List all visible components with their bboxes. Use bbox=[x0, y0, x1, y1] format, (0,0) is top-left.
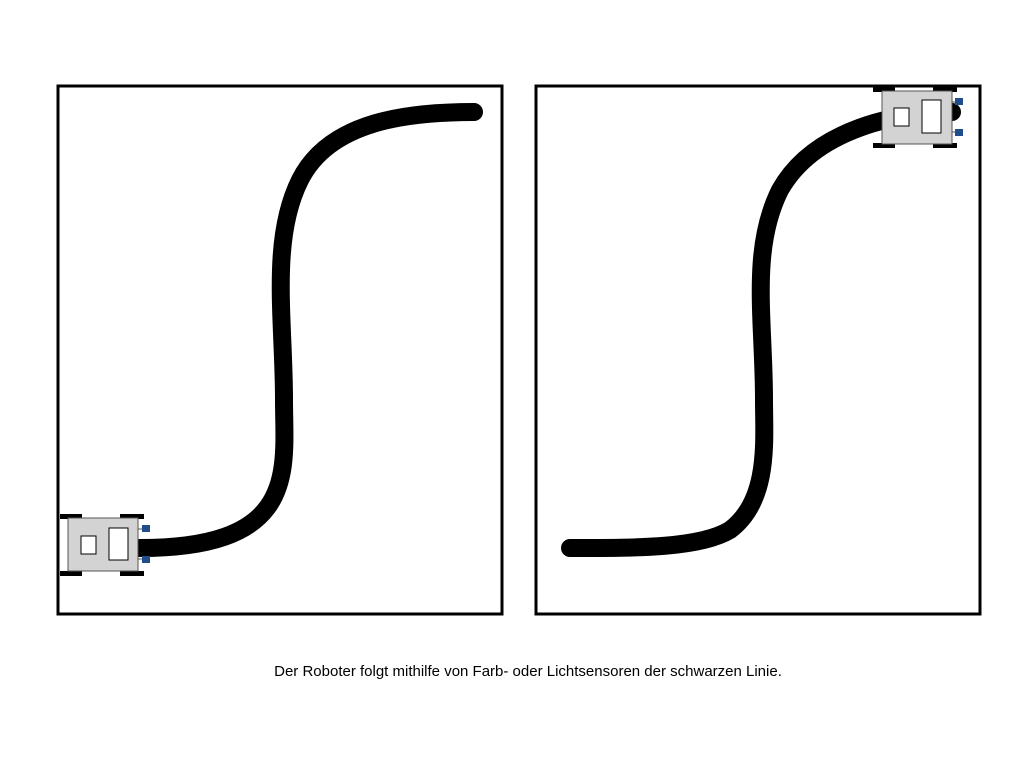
light-sensor bbox=[955, 98, 963, 105]
robot-window-large bbox=[108, 527, 129, 561]
wheel bbox=[933, 143, 957, 148]
wheel bbox=[873, 143, 895, 148]
wheel bbox=[933, 87, 957, 92]
black-line-track bbox=[131, 103, 483, 557]
robot bbox=[60, 514, 150, 576]
caption: Der Roboter folgt mithilfe von Farb- ode… bbox=[274, 663, 782, 680]
light-sensor bbox=[955, 129, 963, 136]
robot bbox=[873, 87, 963, 148]
wheel bbox=[60, 571, 82, 576]
panel-end bbox=[534, 84, 982, 616]
wheel bbox=[60, 514, 82, 519]
black-line-track bbox=[561, 103, 961, 557]
light-sensor bbox=[142, 556, 150, 563]
robot-window-small bbox=[893, 107, 910, 127]
robot-window-small bbox=[80, 535, 97, 555]
wheel bbox=[873, 87, 895, 92]
wheel bbox=[120, 571, 144, 576]
panel-start bbox=[56, 84, 504, 616]
light-sensor bbox=[142, 525, 150, 532]
robot-window-large bbox=[921, 99, 942, 134]
wheel bbox=[120, 514, 144, 519]
